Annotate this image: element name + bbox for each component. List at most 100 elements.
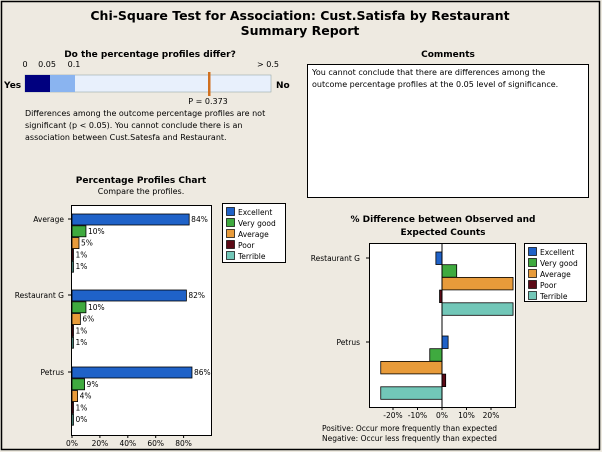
data-label-petrus-average: 4% <box>80 392 92 401</box>
bar-petrus-excellent <box>71 366 193 379</box>
bar-petrus-average <box>71 390 78 403</box>
difference-chart: % Difference between Observed and Expect… <box>311 215 587 443</box>
yes-label: Yes <box>3 81 21 91</box>
comment-line-2: outcome percentage profiles at the 0.05 … <box>312 80 558 89</box>
legend-label-poor: Poor <box>540 281 557 290</box>
comment-line-1: You cannot conclude that there are diffe… <box>311 68 545 77</box>
chart2-legend: Excellent Very good Average Poor Terrible <box>524 243 587 302</box>
data-label-petrus-poor: 1% <box>76 403 88 412</box>
bar-average-terrible <box>71 260 74 273</box>
comments-heading: Comments <box>421 50 475 60</box>
scale-label-0: 0 <box>22 60 27 69</box>
scale-label-gt-0-5: > 0.5 <box>257 60 279 69</box>
bar-restaurant-g-excellent <box>435 251 443 265</box>
pvalue-description-1: Differences among the outcome percentage… <box>25 109 265 118</box>
x-tick-label: 80% <box>175 439 192 448</box>
pvalue-weak-zone <box>50 75 75 92</box>
legend-swatch-poor <box>226 240 235 249</box>
bar-average-very-good <box>71 225 87 238</box>
no-label: No <box>276 81 290 91</box>
data-label-average-excellent: 84% <box>191 215 208 224</box>
data-label-restaurant-g-excellent: 82% <box>188 291 205 300</box>
legend-label-average: Average <box>540 270 571 279</box>
legend-swatch-poor <box>528 280 537 289</box>
chart2-title-line1: % Difference between Observed and <box>351 215 536 225</box>
footnote-negative: Negative: Occur less frequently than exp… <box>322 434 497 443</box>
x-tick-label: 0% <box>66 439 78 448</box>
data-label-petrus-excellent: 86% <box>194 368 211 377</box>
bar-restaurant-g-very-good <box>441 264 458 278</box>
bar-restaurant-g-terrible <box>441 302 514 316</box>
data-label-petrus-very-good: 9% <box>87 380 99 389</box>
x-tick-label: -10% <box>408 411 427 420</box>
bar-restaurant-g-very-good <box>71 301 87 314</box>
comments-panel: Comments You cannot conclude that there … <box>307 50 589 198</box>
x-tick-label: 0% <box>436 411 448 420</box>
legend-label-excellent: Excellent <box>540 248 574 257</box>
legend-swatch-terrible <box>528 291 537 300</box>
bar-petrus-poor <box>71 401 74 414</box>
chart1-title: Percentage Profiles Chart <box>76 176 207 186</box>
x-tick-label: -20% <box>383 411 402 420</box>
comments-box <box>307 64 589 198</box>
bar-petrus-poor <box>441 373 447 388</box>
legend-swatch-average <box>528 269 537 278</box>
chart1-legend: Excellent Very good Average Poor Terrible <box>222 203 286 263</box>
legend-label-average: Average <box>238 230 269 239</box>
bar-restaurant-g-excellent <box>71 289 187 302</box>
bar-petrus-average <box>380 360 443 375</box>
category-label-restaurant-g: Restaurant G <box>15 291 64 300</box>
x-tick-label: 10% <box>458 411 475 420</box>
legend-label-terrible: Terrible <box>539 292 568 301</box>
chart1-subtitle: Compare the profiles. <box>98 187 184 196</box>
bar-restaurant-g-average <box>441 276 514 291</box>
scale-label-0-05: 0.05 <box>38 60 56 69</box>
category-label-petrus: Petrus <box>40 368 64 377</box>
x-tick-label: 20% <box>92 439 109 448</box>
pvalue-description-2: significant (p < 0.05). You cannot concl… <box>25 121 242 130</box>
legend-swatch-very-good <box>226 218 235 227</box>
bar-petrus-very-good <box>71 378 85 391</box>
pvalue-heading: Do the percentage profiles differ? <box>64 50 236 60</box>
legend-swatch-terrible <box>226 251 235 260</box>
data-label-restaurant-g-terrible: 1% <box>76 338 88 347</box>
bar-average-excellent <box>71 213 190 226</box>
data-label-petrus-terrible: 0% <box>76 415 88 424</box>
legend-swatch-average <box>226 229 235 238</box>
x-tick-label: 40% <box>119 439 136 448</box>
pvalue-marker <box>208 72 211 96</box>
report-title: Chi-Square Test for Association: Cust.Sa… <box>90 8 509 23</box>
pvalue-panel: Do the percentage profiles differ? 0 0.0… <box>3 50 290 142</box>
legend-label-poor: Poor <box>238 241 255 250</box>
bar-restaurant-g-average <box>71 313 81 326</box>
footnote-positive: Positive: Occur more frequently than exp… <box>322 424 497 433</box>
bar-restaurant-g-terrible <box>71 336 74 349</box>
legend-label-excellent: Excellent <box>238 208 272 217</box>
legend-label-terrible: Terrible <box>237 252 266 261</box>
bar-petrus-terrible <box>380 386 443 400</box>
legend-label-very-good: Very good <box>238 219 276 228</box>
data-label-restaurant-g-average: 6% <box>82 315 94 324</box>
bar-petrus-very-good <box>429 348 443 362</box>
bar-restaurant-g-poor <box>71 324 74 337</box>
percentage-profiles-chart: Percentage Profiles Chart Compare the pr… <box>15 176 286 448</box>
data-label-average-very-good: 10% <box>88 227 105 236</box>
bar-petrus-excellent <box>441 335 449 349</box>
category-label-restaurant-g: Restaurant G <box>311 254 360 263</box>
bar-petrus-terrible <box>71 413 74 426</box>
x-tick-label: 20% <box>483 411 500 420</box>
legend-swatch-excellent <box>528 247 537 256</box>
pvalue-label: P = 0.373 <box>188 97 228 106</box>
legend-swatch-excellent <box>226 207 235 216</box>
report-subtitle: Summary Report <box>241 23 360 38</box>
category-label-average: Average <box>33 215 64 224</box>
chart2-title-line2: Expected Counts <box>400 228 485 238</box>
legend-swatch-very-good <box>528 258 537 267</box>
x-tick-label: 60% <box>147 439 164 448</box>
data-label-average-average: 5% <box>81 239 93 248</box>
pvalue-description-3: association between Cust.Satesfa and Res… <box>25 133 227 142</box>
pvalue-strong-zone <box>25 75 50 92</box>
data-label-average-terrible: 1% <box>76 262 88 271</box>
